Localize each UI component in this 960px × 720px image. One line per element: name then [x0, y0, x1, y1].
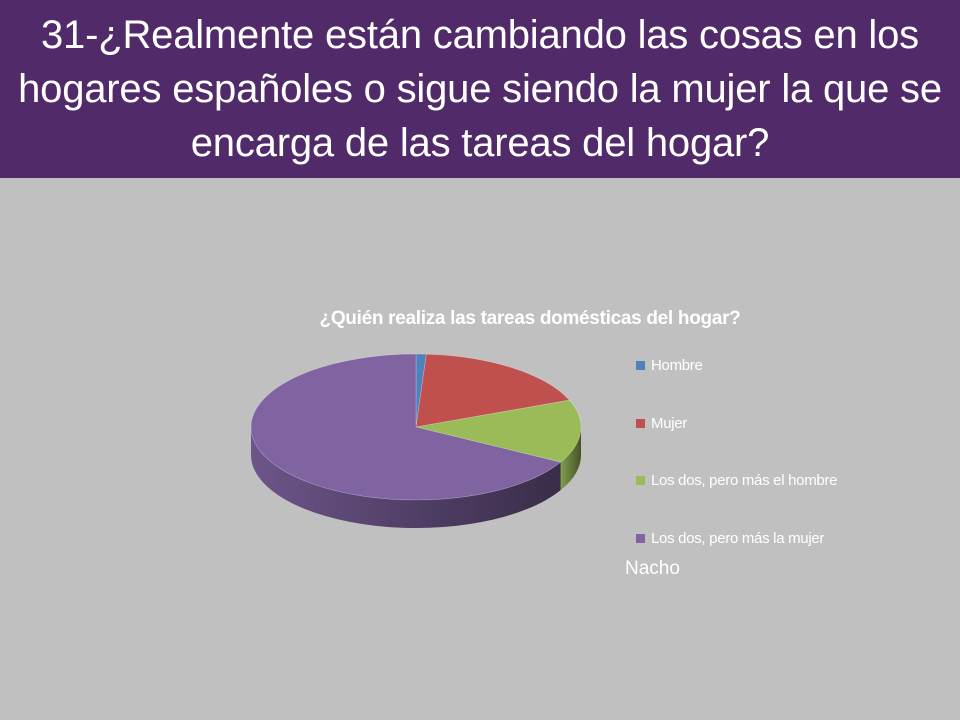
legend-swatch-mujer: [636, 419, 645, 428]
pie-slice-hombre: [415, 353, 427, 428]
legend-swatch-los-dos-mas-la-mujer: [636, 534, 645, 543]
author-label: Nacho: [625, 558, 680, 579]
pie-slice-los-dos-pero-mas-la-mujer: [250, 353, 562, 501]
pie-side-shade-los-dos-pero-mas-el-hombre: [560, 427, 581, 491]
legend-label-hombre: Hombre: [651, 357, 703, 374]
legend-label-los-dos-mas-el-hombre: Los dos, pero más el hombre: [651, 472, 838, 489]
pie-side-los-dos-pero-mas-el-hombre: [560, 427, 581, 491]
legend-label-los-dos-mas-la-mujer: Los dos, pero más la mujer: [651, 530, 825, 547]
pie-chart: [250, 353, 582, 529]
pie-sides: [251, 427, 581, 529]
pie-slice-mujer: [415, 353, 570, 428]
legend-item-los-dos-mas-la-mujer: Los dos, pero más la mujer: [636, 527, 856, 551]
slide-title: 31-¿Realmente están cambiando las cosas …: [18, 13, 942, 165]
pie-side-shade-los-dos-pero-mas-la-mujer: [251, 427, 561, 529]
pie-slice-los-dos-pero-mas-el-hombre: [415, 399, 582, 463]
legend-item-los-dos-mas-el-hombre: Los dos, pero más el hombre: [636, 469, 856, 493]
legend-swatch-hombre: [636, 361, 645, 370]
legend-item-mujer: Mujer: [636, 412, 856, 436]
title-band: 31-¿Realmente están cambiando las cosas …: [0, 0, 960, 178]
pie-side-los-dos-pero-mas-la-mujer: [251, 427, 561, 529]
pie-tops: [250, 353, 582, 501]
chart-area: ¿Quién realiza las tareas domésticas del…: [0, 178, 960, 720]
legend-item-hombre: Hombre: [636, 354, 856, 378]
chart-title: ¿Quién realiza las tareas domésticas del…: [319, 308, 741, 329]
legend-swatch-los-dos-mas-el-hombre: [636, 476, 645, 485]
legend-label-mujer: Mujer: [651, 415, 688, 432]
